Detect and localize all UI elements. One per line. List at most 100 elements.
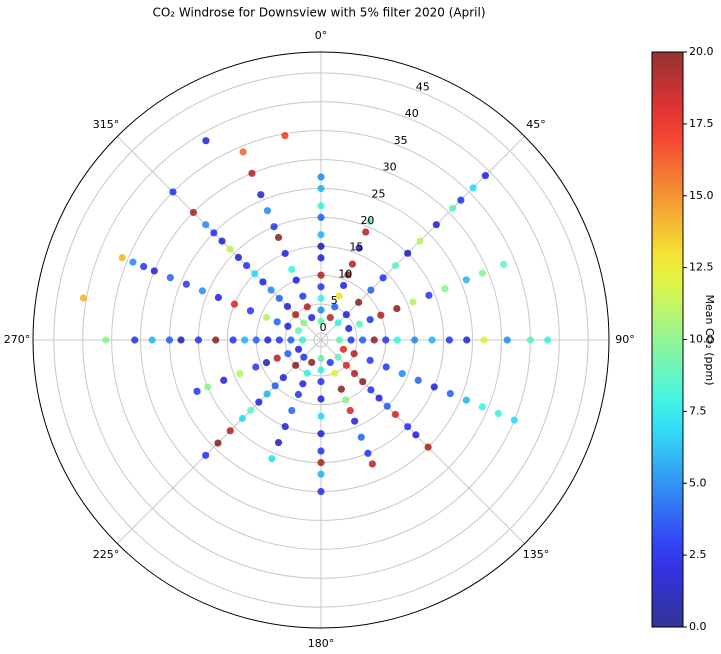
point [281, 249, 289, 258]
radial-tick-label: 20 [360, 214, 374, 227]
point [317, 470, 325, 478]
radial-tick-label: 0 [320, 321, 327, 334]
point [342, 361, 350, 369]
point [494, 409, 502, 418]
radial-tick-label: 25 [372, 187, 386, 200]
colorbar-tick-label: 12.5 [689, 261, 714, 274]
point [339, 345, 348, 353]
colorbar-tick-label: 20.0 [689, 45, 714, 58]
point [275, 294, 283, 302]
point [335, 292, 343, 300]
point [366, 217, 374, 225]
point [382, 363, 390, 371]
point [317, 242, 325, 250]
point [300, 319, 308, 327]
point [283, 302, 292, 311]
point [210, 229, 218, 237]
point [317, 254, 325, 262]
point [238, 414, 247, 423]
point [129, 258, 137, 266]
point [177, 336, 185, 344]
point [236, 370, 244, 378]
colorbar-tick-label: 5.0 [689, 476, 707, 489]
point [246, 307, 255, 315]
point [189, 208, 198, 217]
point [202, 451, 210, 459]
point [271, 382, 279, 390]
point [457, 196, 465, 204]
point [274, 438, 283, 447]
point [393, 304, 401, 313]
point [214, 439, 222, 447]
point [411, 336, 419, 344]
point [370, 336, 378, 344]
radial-tick-label: 15 [349, 241, 363, 254]
point [274, 233, 283, 242]
point [348, 260, 357, 268]
point [255, 398, 263, 406]
point [383, 402, 391, 410]
point [393, 336, 401, 344]
point [214, 293, 223, 302]
point [317, 213, 325, 221]
radial-tick-label: 5 [331, 294, 338, 307]
radial-tick-label: 40 [405, 107, 419, 120]
point [292, 361, 300, 369]
point [379, 274, 387, 282]
point [292, 311, 300, 319]
point [263, 390, 271, 398]
point [368, 460, 376, 468]
point [463, 336, 471, 344]
point [366, 356, 374, 364]
point [347, 336, 355, 344]
point [331, 369, 339, 377]
point [469, 184, 477, 192]
point [544, 336, 552, 344]
point [317, 317, 325, 326]
point [500, 260, 508, 268]
point [288, 406, 296, 415]
point [252, 336, 260, 344]
point [317, 294, 325, 302]
point [481, 172, 489, 180]
point [449, 204, 457, 212]
point [350, 369, 359, 378]
colorbar-tick-label: 17.5 [689, 117, 714, 130]
angle-tick-label: 135° [523, 548, 550, 561]
point [247, 406, 255, 414]
point [346, 406, 354, 415]
point [339, 281, 348, 290]
colorbar-fill [651, 51, 684, 628]
point [194, 336, 202, 344]
point [287, 336, 295, 344]
point [299, 380, 307, 388]
point [220, 376, 228, 384]
point [503, 336, 511, 344]
point [317, 378, 325, 386]
point [198, 287, 206, 295]
point [257, 191, 265, 199]
point [300, 353, 308, 361]
point [362, 228, 370, 236]
point [308, 358, 316, 367]
point [229, 336, 237, 344]
radial-tick-label: 35 [394, 134, 408, 147]
point [391, 410, 400, 419]
point [317, 366, 325, 374]
colorbar-tick-label: 7.5 [689, 404, 707, 417]
point [298, 336, 307, 344]
point [131, 336, 139, 344]
colorbar-tick-label: 10.0 [689, 333, 714, 346]
polar-outline [32, 51, 610, 629]
grid-spoke [320, 135, 526, 341]
colorbar-tick-label: 0.0 [689, 620, 707, 633]
point [364, 449, 372, 457]
point [337, 385, 345, 393]
point [398, 370, 406, 378]
point [404, 249, 412, 257]
point [344, 271, 352, 279]
point [268, 455, 276, 463]
angle-tick-label: 90° [615, 333, 635, 346]
point [230, 300, 239, 308]
angle-tick-label: 45° [526, 118, 546, 131]
